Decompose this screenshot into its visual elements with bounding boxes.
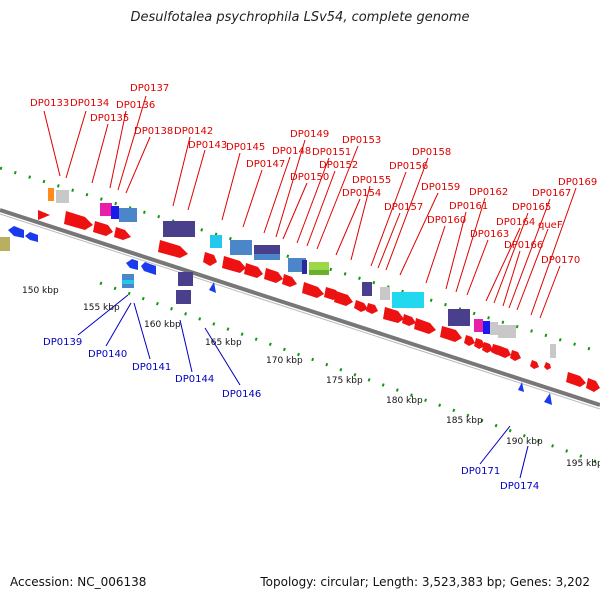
gene-label: DP0169: [558, 177, 597, 188]
gene-label: DP0137: [130, 83, 169, 94]
kbp-label: 190 kbp: [506, 437, 543, 447]
gene-label: queF: [538, 220, 563, 231]
gene-label: DP0161: [449, 201, 488, 212]
reverse-genes: [0, 226, 552, 405]
minus-gene-labels: DP0139 DP0140 DP0141 DP0144 DP0146 DP017…: [43, 337, 539, 492]
kbp-label: 185 kbp: [446, 416, 483, 426]
gene-label: DP0136: [116, 100, 155, 111]
gene-label: DP0155: [352, 175, 391, 186]
kbp-label: 155 kbp: [83, 303, 120, 313]
gene-label: DP0145: [226, 142, 265, 153]
gene-label: DP0174: [500, 481, 539, 492]
kbp-label: 195 kbp: [566, 459, 600, 469]
gene-label: DP0163: [470, 229, 509, 240]
gene-label: DP0140: [88, 349, 127, 360]
gene-label: DP0152: [319, 160, 358, 171]
gene-label: DP0151: [312, 147, 351, 158]
kbp-label: 170 kbp: [266, 356, 303, 366]
kbp-label: 165 kbp: [205, 338, 242, 348]
genome-backbone: [0, 208, 600, 407]
gene-label: DP0150: [290, 172, 329, 183]
map-title: Desulfotalea psychrophila LSv54, complet…: [130, 10, 470, 25]
plus-leader-lines: [43, 95, 577, 319]
gene-label: DP0162: [469, 187, 508, 198]
gene-label: DP0166: [504, 240, 543, 251]
gene-label: DP0134: [70, 98, 109, 109]
gene-label: DP0160: [427, 215, 466, 226]
gene-label: DP0171: [461, 466, 500, 477]
kbp-label: 150 kbp: [22, 286, 59, 296]
gene-label: DP0144: [175, 374, 214, 385]
gene-label: DP0159: [421, 182, 460, 193]
gene-label: DP0156: [389, 161, 428, 172]
gene-label: DP0143: [188, 140, 227, 151]
gene-label: DP0153: [342, 135, 381, 146]
gene-label: DP0142: [174, 126, 213, 137]
gene-label: DP0167: [532, 188, 571, 199]
minus-leader-lines: [77, 294, 529, 479]
gene-label: DP0147: [246, 159, 285, 170]
kbp-label: 175 kbp: [326, 376, 363, 386]
gene-label: DP0164: [496, 217, 535, 228]
accession-text: Accession: NC_006138: [10, 575, 147, 589]
gene-label: DP0139: [43, 337, 82, 348]
gene-label: DP0148: [272, 146, 311, 157]
gene-label: DP0170: [541, 255, 580, 266]
gene-label: DP0158: [412, 147, 451, 158]
forward-features: [48, 188, 556, 358]
gene-label: DP0141: [132, 362, 171, 373]
topology-summary: Topology: circular; Length: 3,523,383 bp…: [260, 575, 590, 589]
gene-label: DP0154: [342, 188, 381, 199]
gene-label: DP0146: [222, 389, 261, 400]
kbp-label: 180 kbp: [386, 396, 423, 406]
plus-gene-labels: DP0133 DP0134 DP0135 DP0136 DP0137 DP013…: [30, 83, 597, 266]
gene-label: DP0133: [30, 98, 69, 109]
gene-label: DP0149: [290, 129, 329, 140]
kbp-label: 160 kbp: [144, 320, 181, 330]
gene-label: DP0157: [384, 202, 423, 213]
gene-label: DP0138: [134, 126, 173, 137]
gene-label: DP0165: [512, 202, 551, 213]
gene-label: DP0135: [90, 113, 129, 124]
inner-tick-ring: [99, 281, 600, 465]
kbp-labels: 150 kbp 155 kbp 160 kbp 165 kbp 170 kbp …: [22, 286, 600, 469]
forward-genes: [38, 210, 600, 392]
